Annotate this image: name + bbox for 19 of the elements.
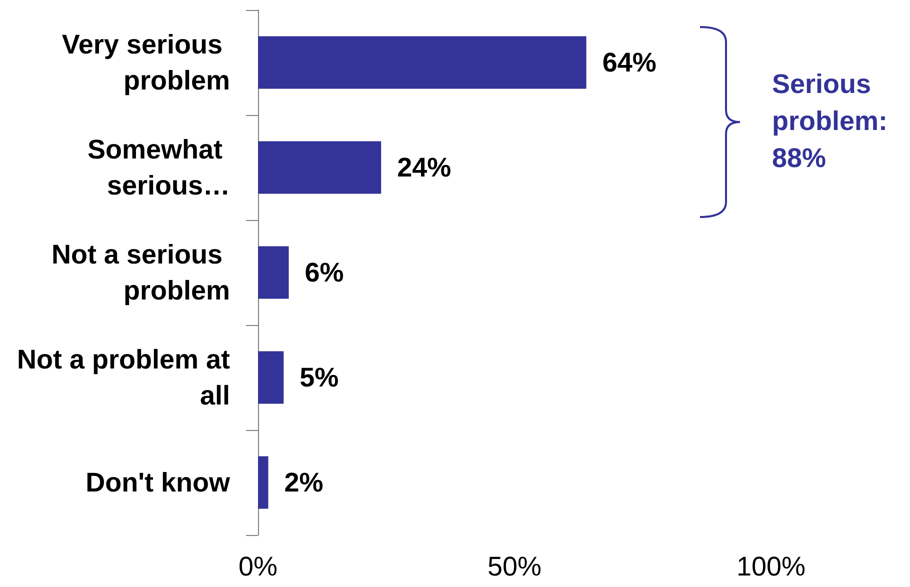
data-label: 6% [304,258,344,288]
y-tick-label: Somewhat serious… [87,134,230,200]
x-tick-label: 0% [238,552,278,582]
bar [258,246,289,299]
y-tick-label: Not a serious problem [51,240,230,306]
x-tick-label: 100% [736,552,806,582]
bar [258,141,382,194]
y-tick-label: Not a problem at all [16,344,230,410]
y-tick-label: Don't know [86,468,231,498]
text: Serious problem: 88% [772,68,889,175]
bar [258,456,268,509]
data-label: 64% [602,48,656,78]
y-tick-label: Very serious problem [62,30,230,96]
x-tick-label: 50% [487,552,542,582]
data-label: 5% [300,362,339,392]
bar [258,351,284,404]
data-label: 2% [284,468,324,498]
bar [258,36,586,89]
data-label: 24% [397,152,452,182]
